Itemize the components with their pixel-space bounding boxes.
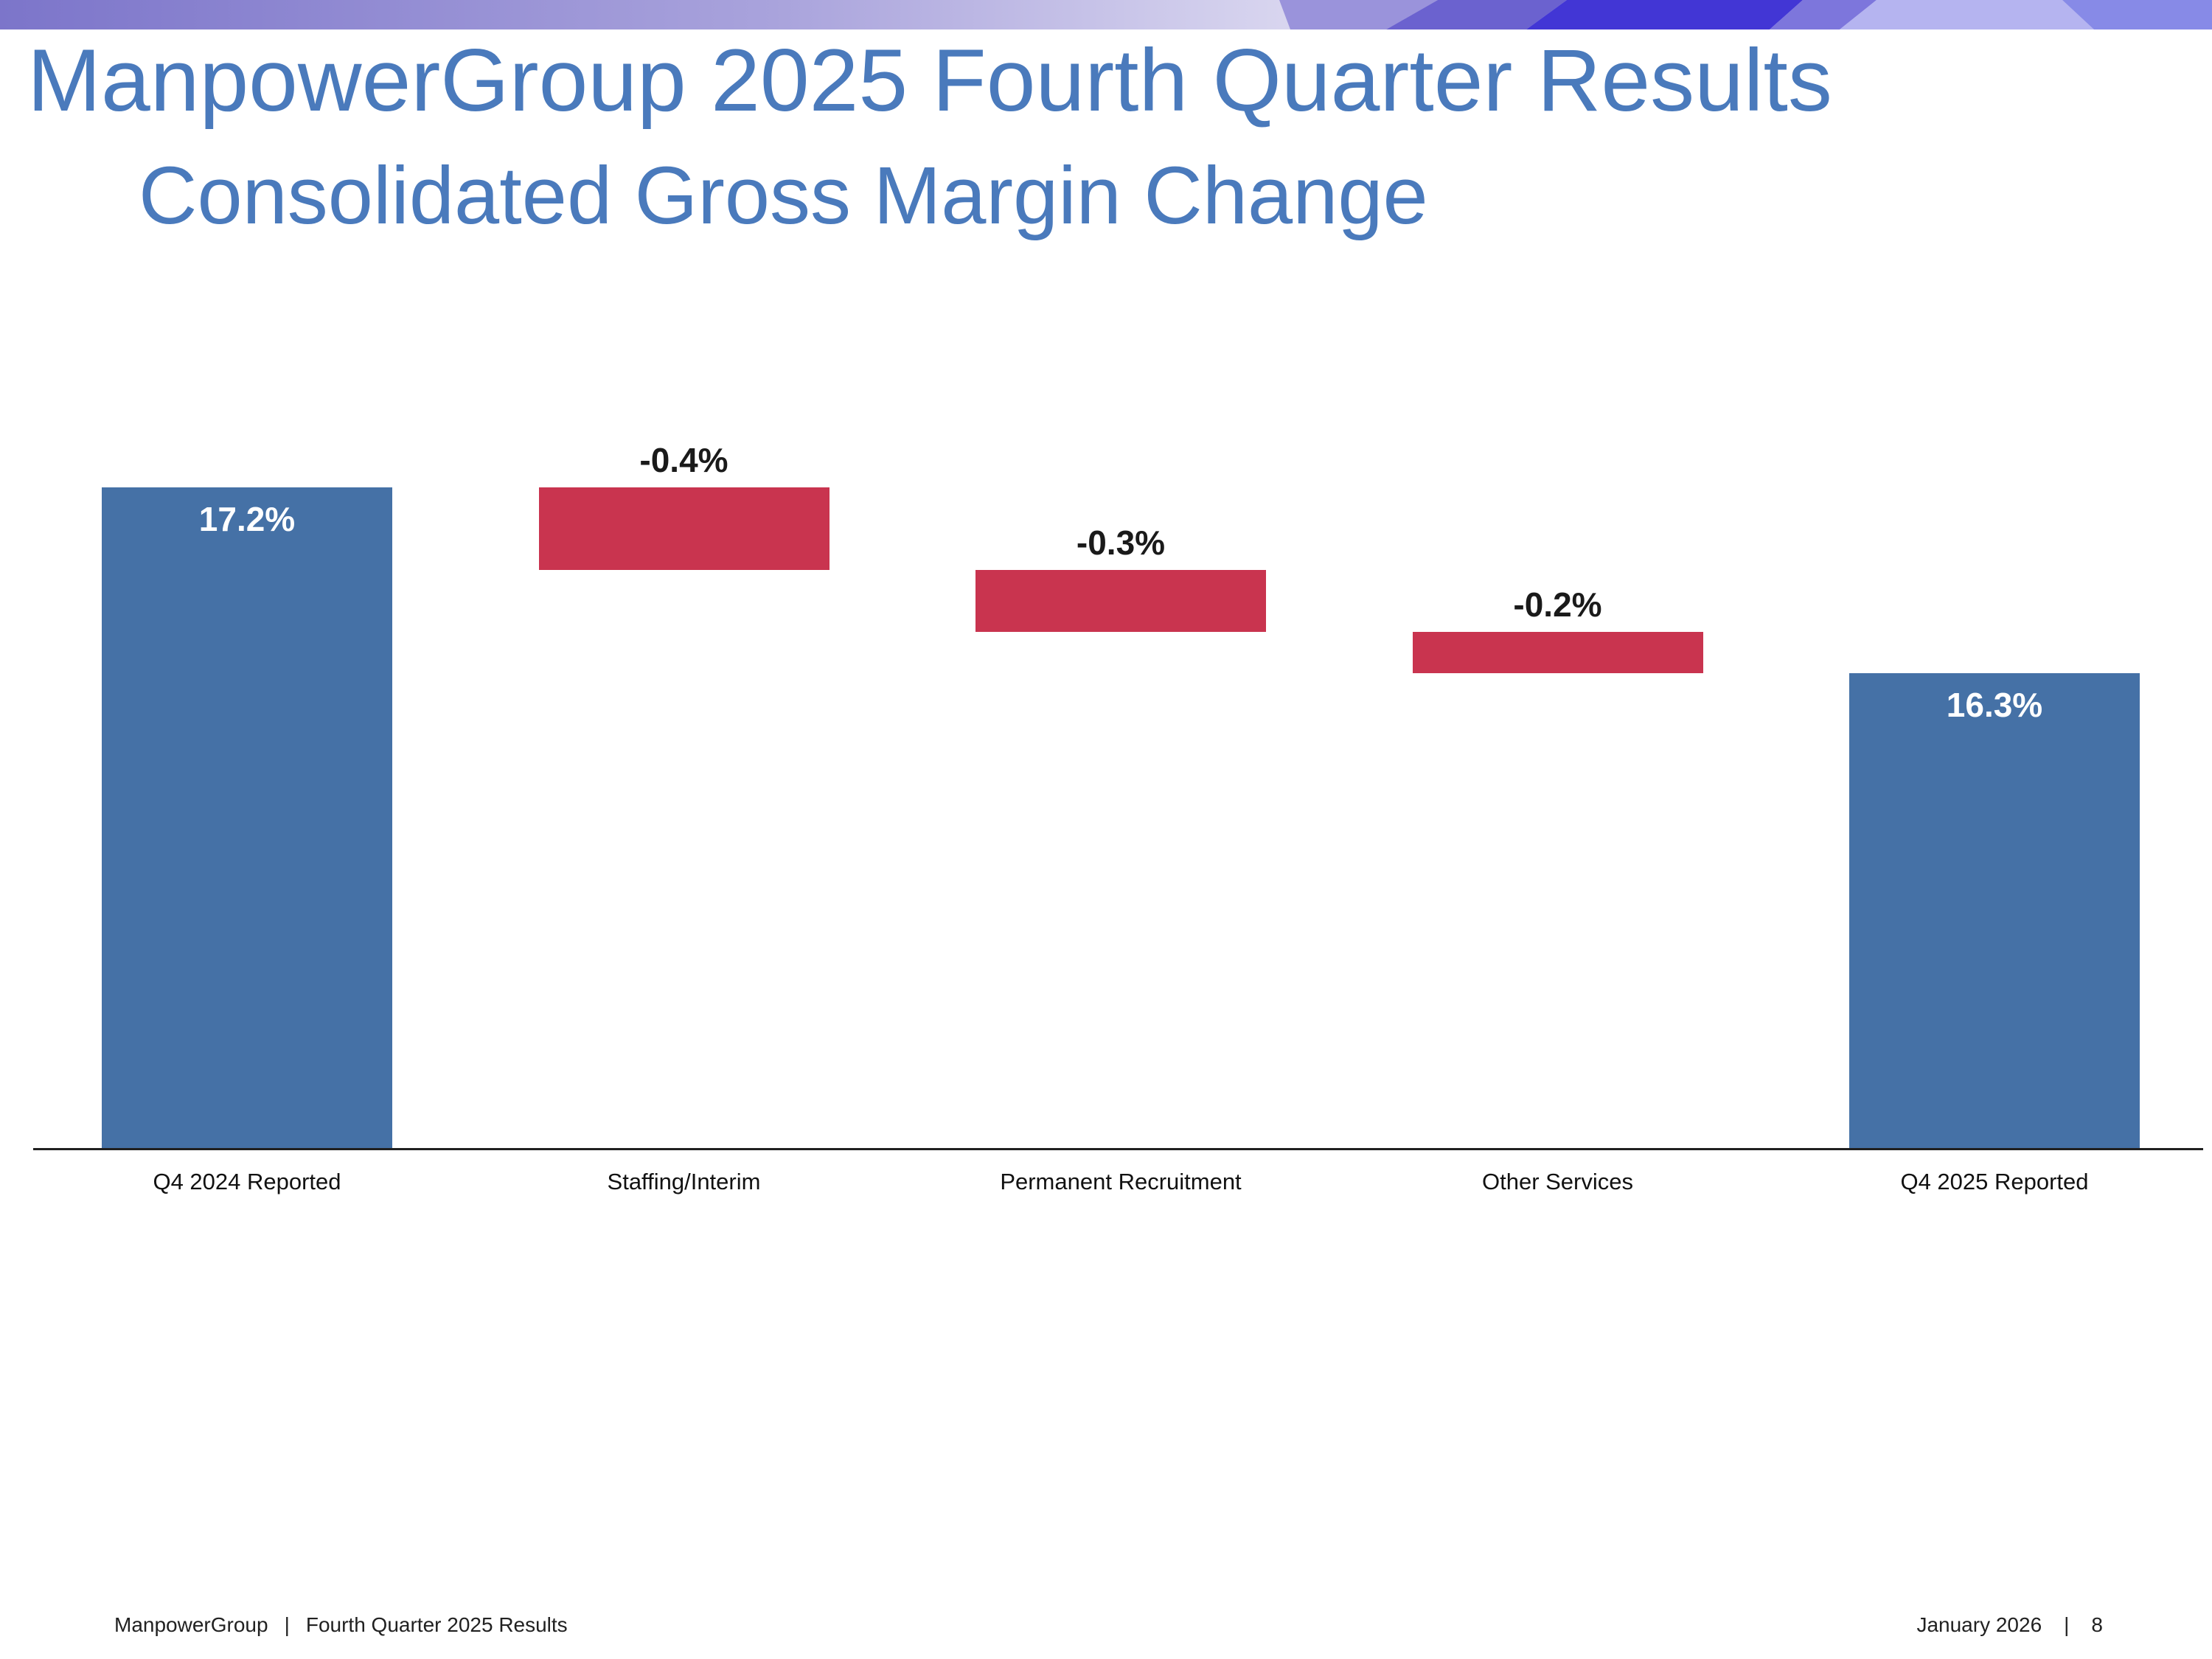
waterfall-bar-1	[102, 487, 392, 1148]
slide-title: ManpowerGroup 2025 Fourth Quarter Result…	[27, 31, 1832, 130]
footer-separator-right: |	[2064, 1613, 2070, 1636]
bar-value-label-5: 16.3%	[1946, 686, 2043, 724]
banner-gradient-graphic	[0, 0, 2212, 29]
slide-subtitle: Consolidated Gross Margin Change	[139, 150, 1428, 241]
x-axis-category-label-2: Staffing/Interim	[607, 1169, 761, 1194]
waterfall-bar-4	[1412, 632, 1703, 673]
bar-value-label-4: -0.2%	[1513, 585, 1602, 624]
footer-right: January 2026 | 8	[1916, 1613, 2103, 1637]
footer-brand: ManpowerGroup	[114, 1613, 268, 1636]
waterfall-bar-3	[975, 570, 1266, 632]
x-axis-category-label-4: Other Services	[1481, 1169, 1633, 1194]
x-axis-line	[33, 1148, 2203, 1150]
footer-deck-title: Fourth Quarter 2025 Results	[305, 1613, 568, 1636]
waterfall-bar-2	[538, 487, 830, 570]
bar-value-label-1: 17.2%	[198, 500, 296, 538]
footer-date: January 2026	[1916, 1613, 2042, 1636]
footer-left: ManpowerGroup | Fourth Quarter 2025 Result…	[114, 1613, 568, 1637]
x-axis-category-label-1: Q4 2024 Reported	[153, 1169, 341, 1194]
top-banner-decoration	[0, 0, 2212, 29]
page-number: 8	[2091, 1613, 2103, 1636]
x-axis-category-label-5: Q4 2025 Reported	[1900, 1169, 2089, 1194]
bar-value-label-2: -0.4%	[639, 441, 728, 479]
waterfall-bar-5	[1849, 673, 2140, 1148]
footer-separator: |	[284, 1613, 290, 1636]
x-axis-category-label-3: Permanent Recruitment	[1000, 1169, 1242, 1194]
slide-footer: ManpowerGroup | Fourth Quarter 2025 Result…	[0, 1613, 2212, 1643]
bar-value-label-3: -0.3%	[1076, 524, 1166, 562]
